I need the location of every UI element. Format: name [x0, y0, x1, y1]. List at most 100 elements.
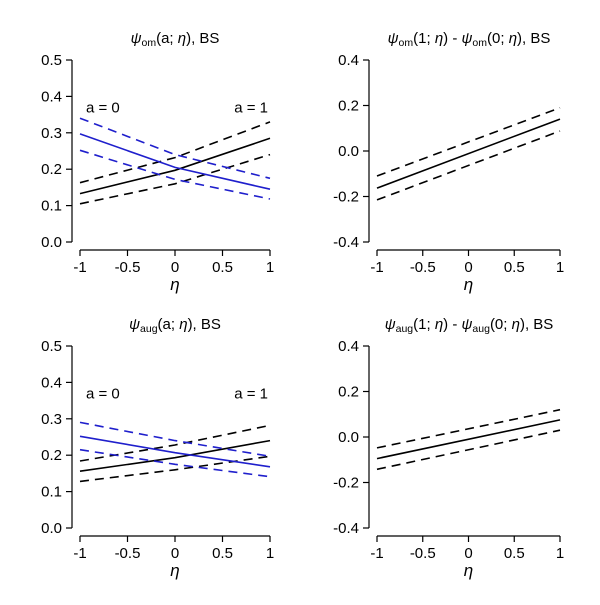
x-tick-label: 0.5 — [212, 259, 233, 276]
x-tick-label: 0 — [171, 545, 179, 562]
title-part: aug — [472, 323, 490, 335]
series-line-difference-estimate — [376, 419, 561, 460]
x-axis-title: η — [464, 561, 473, 580]
series-line-a-0-estimate — [79, 133, 271, 190]
title-part: η — [435, 316, 443, 333]
panel-title: ψaug(1; η) - ψaug(0; η), BS — [385, 316, 554, 335]
x-tick-label: -1 — [370, 545, 383, 562]
x-tick-label: 1 — [556, 545, 564, 562]
title-part: η — [512, 316, 520, 333]
series-line-difference-lower — [376, 130, 561, 201]
y-tick-label: 0.5 — [41, 52, 62, 69]
title-part: aug — [396, 323, 414, 335]
y-tick-label: 0.2 — [338, 98, 359, 115]
series-line-difference-estimate — [376, 118, 561, 189]
title-part: ψ — [388, 30, 399, 47]
series-line-a-0-upper — [79, 117, 271, 180]
y-tick-label: 0.1 — [41, 484, 62, 501]
x-axis-title: η — [170, 561, 179, 580]
title-part: om — [472, 37, 487, 49]
series-line-difference-lower — [376, 429, 561, 471]
x-tick-label: -1 — [73, 545, 86, 562]
series-line-a-1-upper — [79, 121, 271, 184]
x-tick-label: 0.5 — [504, 545, 525, 562]
title-part: ), BS — [517, 30, 550, 47]
y-tick-label: 0.4 — [338, 52, 359, 69]
series-line-a-0-lower — [79, 448, 271, 478]
panel-title: ψaug(a; η), BS — [129, 316, 221, 335]
series-line-a-1-estimate — [79, 439, 271, 472]
series-line-a-1-lower — [79, 153, 271, 205]
title-part: ψ — [461, 316, 472, 333]
x-tick-label: -1 — [73, 259, 86, 276]
x-tick-label: 0 — [464, 259, 472, 276]
title-part: η — [179, 316, 187, 333]
y-tick-label: 0.2 — [41, 161, 62, 178]
title-part: ψ — [385, 316, 396, 333]
y-tick-label: 0.4 — [338, 338, 359, 355]
y-tick-label: -0.2 — [333, 475, 359, 492]
title-part: om — [399, 37, 414, 49]
x-tick-label: 0.5 — [504, 259, 525, 276]
x-tick-label: 0 — [171, 259, 179, 276]
y-tick-label: -0.4 — [333, 520, 359, 537]
y-tick-label: 0.3 — [41, 411, 62, 428]
panel-top-left: ψom(a; η), BS0.00.10.20.30.40.5-1 -0.5 0 0.… — [41, 30, 274, 294]
y-tick-label: 0.4 — [41, 374, 62, 391]
panel-top-right: ψom(1; η) - ψom(0; η), BS -0.4 -0.2 0.0 0.2 0… — [333, 30, 564, 294]
title-part: ), BS — [186, 30, 219, 47]
x-tick-label: -0.5 — [115, 259, 141, 276]
title-part: ), BS — [188, 316, 221, 333]
series-line-a-0-upper — [79, 421, 271, 458]
y-tick-label: 0.3 — [41, 125, 62, 142]
x-tick-label: -0.5 — [410, 545, 436, 562]
title-part: om — [141, 37, 156, 49]
title-part: ψ — [131, 30, 142, 47]
title-part: η — [178, 30, 186, 47]
x-tick-label: -0.5 — [410, 259, 436, 276]
annotation-label: a = 1 — [234, 99, 268, 116]
x-tick-label: 0.5 — [212, 545, 233, 562]
y-tick-label: 0.4 — [41, 88, 62, 105]
title-part: (1; — [413, 30, 435, 47]
panel-bottom-right: ψaug(1; η) - ψaug(0; η), BS-0.4-0.20.00.… — [333, 316, 564, 580]
y-tick-label: 0.0 — [338, 429, 359, 446]
series-line-difference-upper — [376, 107, 561, 177]
annotation-label: a = 1 — [234, 385, 268, 402]
title-part: ψ — [129, 316, 140, 333]
series-line-a-0-lower — [79, 149, 271, 200]
y-tick-label: 0.5 — [41, 338, 62, 355]
title-part: ) - — [443, 316, 461, 333]
title-part: η — [509, 30, 517, 47]
y-tick-label: 0.2 — [41, 447, 62, 464]
series-line-a-1-estimate — [79, 137, 271, 195]
y-tick-label: 0.0 — [338, 143, 359, 160]
x-tick-label: 0 — [464, 545, 472, 562]
x-tick-label: -0.5 — [115, 545, 141, 562]
x-tick-label: 1 — [266, 259, 274, 276]
title-part: aug — [140, 323, 158, 335]
panel-title: ψom(1; η) - ψom(0; η), BS — [388, 30, 551, 49]
x-tick-label: 1 — [556, 259, 564, 276]
y-tick-label: -0.2 — [333, 189, 359, 206]
y-tick-label: -0.4 — [333, 234, 359, 251]
title-part: (a; — [158, 316, 180, 333]
y-tick-label: 0.2 — [338, 384, 359, 401]
series-line-a-1-upper — [79, 424, 271, 462]
series-line-a-1-lower — [79, 455, 271, 483]
annotation-label: a = 0 — [86, 385, 120, 402]
title-part: ), BS — [520, 316, 553, 333]
title-part: (0; — [490, 316, 512, 333]
panel-title: ψom(a; η), BS — [131, 30, 220, 49]
title-part: η — [435, 30, 443, 47]
annotation-label: a = 0 — [86, 99, 120, 116]
x-tick-label: -1 — [370, 259, 383, 276]
x-axis-title: η — [464, 275, 473, 294]
series-line-difference-upper — [376, 408, 561, 449]
title-part: (0; — [487, 30, 509, 47]
title-part: ψ — [461, 30, 472, 47]
title-part: (a; — [156, 30, 178, 47]
title-part: (1; — [413, 316, 435, 333]
